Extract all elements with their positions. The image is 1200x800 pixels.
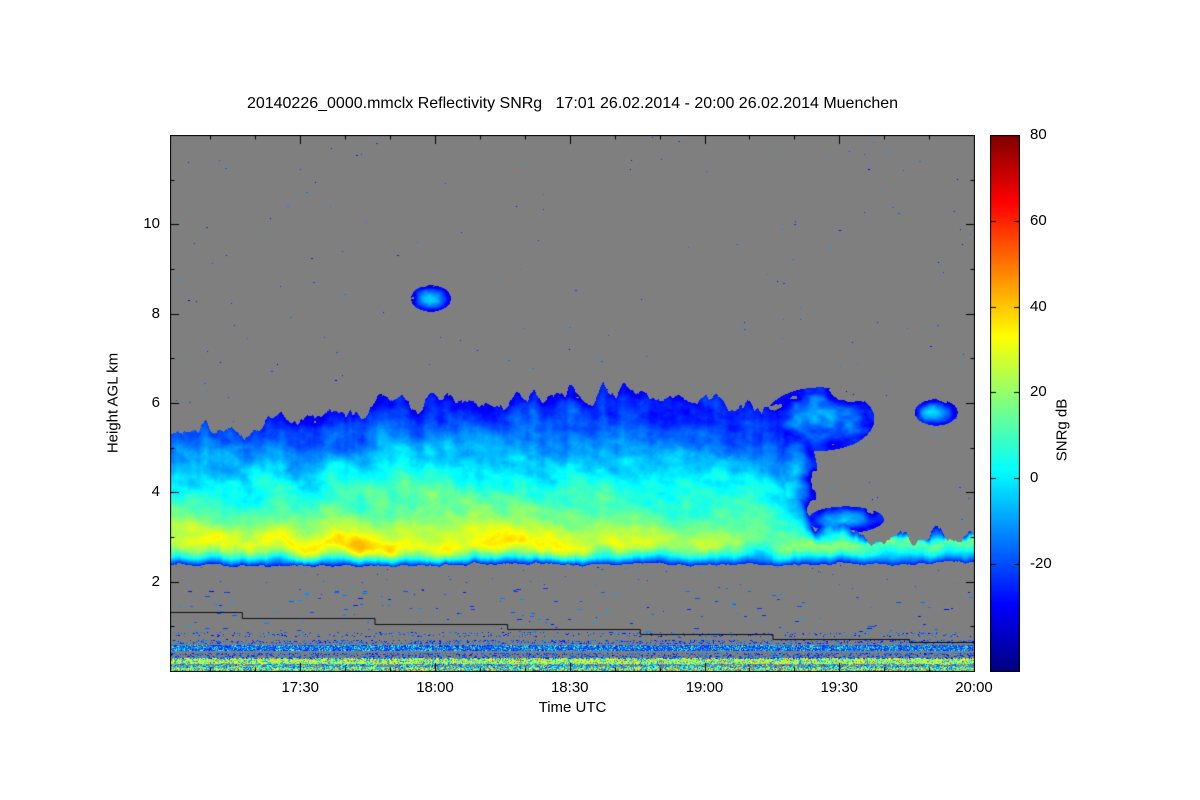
x-tick-label: 19:30	[820, 679, 859, 696]
x-tick-label: 20:00	[955, 679, 993, 696]
colorbar-label: SNRg dB	[1053, 398, 1071, 462]
colorbar-tick-label: 0	[1030, 469, 1039, 487]
reflectivity-heatmap	[170, 135, 975, 672]
colorbar-tick-label: 20	[1030, 383, 1047, 401]
x-tick-label: 18:30	[550, 679, 589, 696]
chart-title: 20140226_0000.mmclx Reflectivity SNRg 17…	[246, 95, 899, 112]
x-axis-label: Time UTC	[538, 699, 607, 716]
y-tick-label: 2	[151, 573, 160, 590]
x-tick-label: 18:00	[416, 679, 454, 696]
y-tick-label: 6	[151, 394, 160, 411]
colorbar-tick-label: 80	[1030, 126, 1047, 143]
colorbar	[990, 135, 1020, 672]
y-tick-label: 8	[151, 305, 160, 322]
x-tick-label: 19:00	[685, 679, 724, 696]
colorbar-tick-label: 40	[1030, 297, 1047, 315]
y-tick-label: 4	[151, 483, 160, 500]
x-tick-label: 17:30	[281, 679, 320, 696]
y-tick-label: 10	[143, 215, 160, 232]
colorbar-tick-label: -20	[1030, 554, 1052, 572]
colorbar-tick-label: 60	[1030, 211, 1047, 229]
